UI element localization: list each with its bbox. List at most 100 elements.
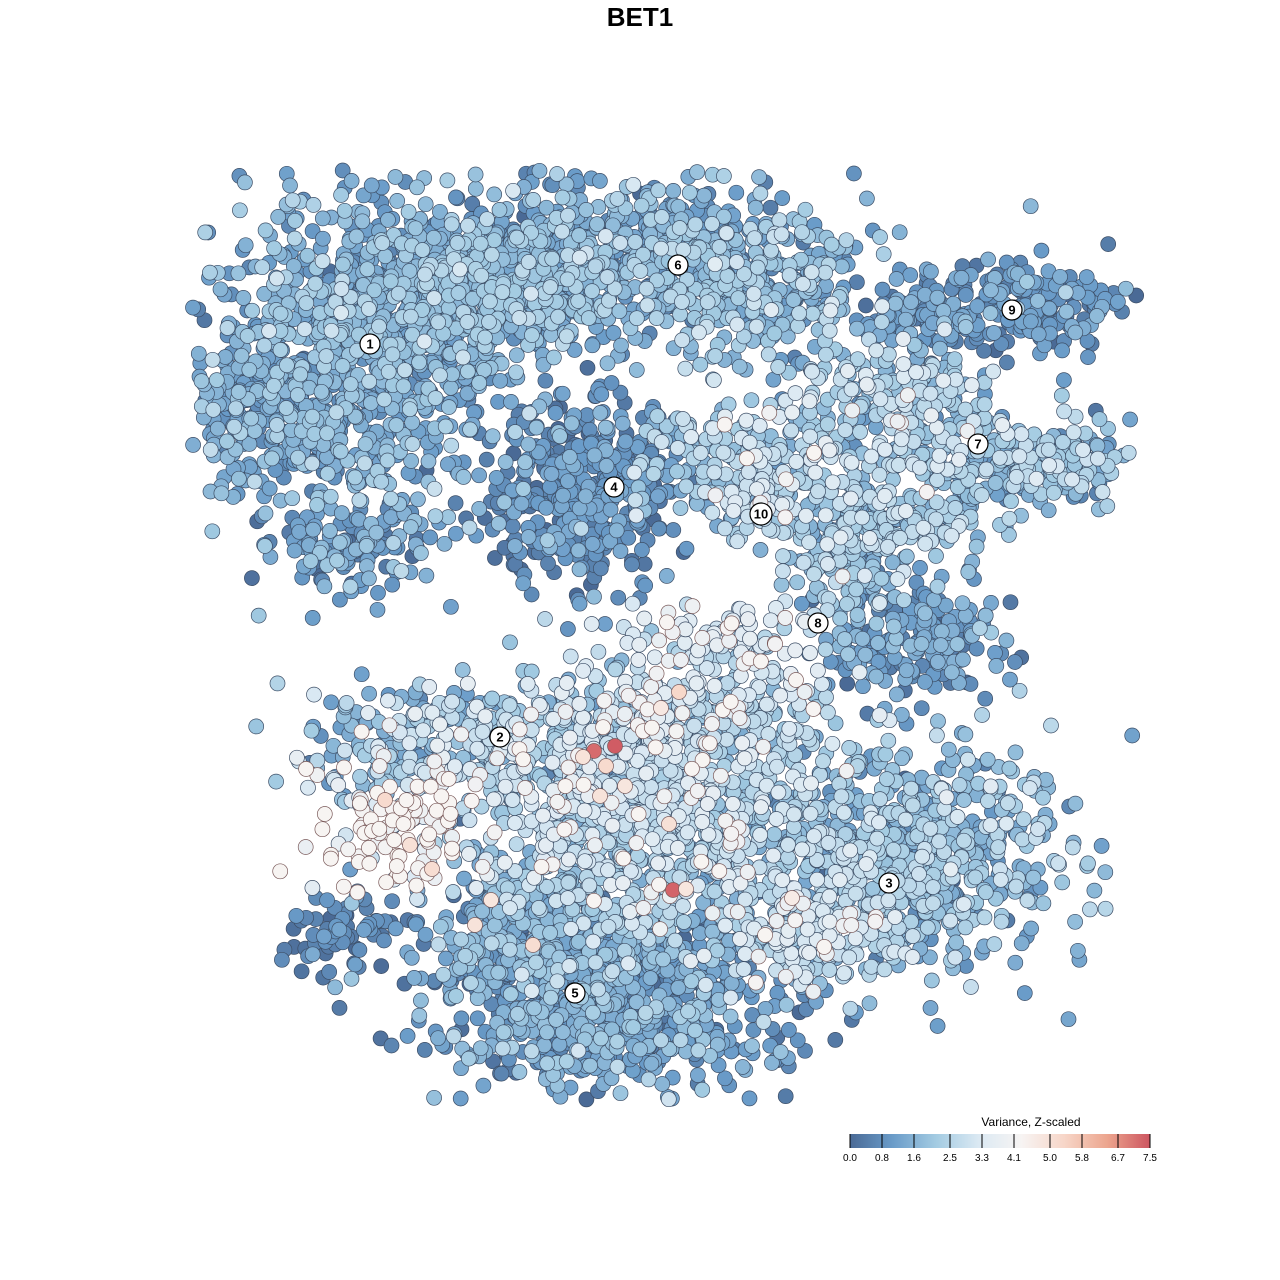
data-point [917, 605, 933, 622]
data-point [592, 560, 609, 577]
data-point [613, 337, 629, 354]
data-point [452, 1090, 469, 1107]
data-point [1056, 372, 1072, 388]
data-point [1002, 594, 1019, 611]
data-point [1089, 308, 1105, 324]
data-point [953, 270, 970, 286]
data-point [773, 576, 790, 593]
data-point [586, 447, 603, 464]
data-point [912, 560, 928, 576]
data-point [368, 524, 385, 541]
data-point [560, 621, 576, 637]
data-point [417, 926, 434, 943]
data-point [1110, 293, 1126, 310]
data-point [442, 379, 459, 396]
data-point [384, 576, 401, 593]
data-point [571, 561, 588, 578]
data-point [420, 453, 437, 470]
data-point [954, 595, 971, 612]
data-point [503, 394, 519, 410]
data-point [561, 449, 578, 465]
data-point [744, 1038, 760, 1054]
data-point [855, 678, 871, 695]
data-point [1100, 236, 1117, 252]
data-point [902, 267, 919, 283]
data-point [315, 230, 331, 247]
data-point [887, 295, 904, 312]
data-point [1029, 292, 1046, 309]
data-point [722, 1008, 739, 1025]
data-point [570, 542, 587, 559]
data-point [448, 189, 464, 206]
data-point [1060, 1011, 1077, 1028]
data-point [422, 529, 438, 546]
data-point [1040, 502, 1057, 519]
data-point [1023, 920, 1039, 937]
data-point [212, 281, 229, 298]
data-point [868, 668, 885, 685]
data-point [478, 451, 495, 468]
data-point [413, 992, 429, 1009]
data-point [969, 298, 986, 315]
data-point [504, 518, 521, 535]
data-point [418, 567, 435, 584]
data-point [454, 662, 471, 678]
data-point [369, 601, 386, 618]
data-point [493, 1065, 510, 1082]
data-point [988, 658, 1005, 674]
data-point [515, 575, 532, 592]
data-point [1122, 411, 1138, 428]
data-point [410, 491, 426, 508]
data-point [469, 1010, 486, 1027]
data-point [361, 685, 377, 702]
data-point [322, 523, 338, 539]
data-point [888, 686, 905, 703]
data-point [728, 184, 745, 201]
data-point [929, 654, 946, 670]
data-point [356, 922, 372, 938]
data-point [1033, 242, 1050, 259]
data-point [943, 664, 960, 681]
data-point [1030, 326, 1047, 343]
data-point [426, 1089, 442, 1106]
data-point [642, 970, 659, 986]
data-point [537, 372, 554, 389]
data-point [913, 700, 930, 717]
data-point [610, 589, 627, 606]
data-point [538, 499, 554, 516]
data-point [665, 183, 682, 199]
data-point [608, 522, 625, 539]
data-point [614, 415, 631, 432]
data-point [520, 529, 537, 545]
data-point [859, 190, 875, 207]
data-point [592, 173, 608, 189]
data-point [314, 210, 331, 227]
data-point [592, 405, 609, 421]
data-point [578, 202, 595, 218]
data-point [1007, 744, 1024, 761]
data-point [416, 1042, 433, 1058]
data-point [331, 921, 348, 938]
data-point [849, 320, 865, 337]
data-point [1124, 727, 1141, 744]
data-point [363, 395, 379, 411]
data-point [347, 956, 364, 973]
data-point [897, 311, 914, 328]
data-point [231, 470, 247, 487]
data-point [617, 433, 634, 450]
data-point [560, 473, 576, 490]
data-point [637, 577, 654, 594]
data-point [387, 169, 404, 185]
data-point [402, 519, 419, 535]
data-point [467, 180, 484, 197]
data-point [578, 1091, 595, 1108]
data-point [387, 920, 404, 937]
data-point [488, 469, 505, 486]
data-point [960, 564, 977, 580]
data-point [940, 741, 957, 758]
data-point [579, 359, 596, 376]
data-point [403, 949, 420, 966]
data-point [372, 1030, 389, 1047]
data-point [383, 1037, 400, 1054]
